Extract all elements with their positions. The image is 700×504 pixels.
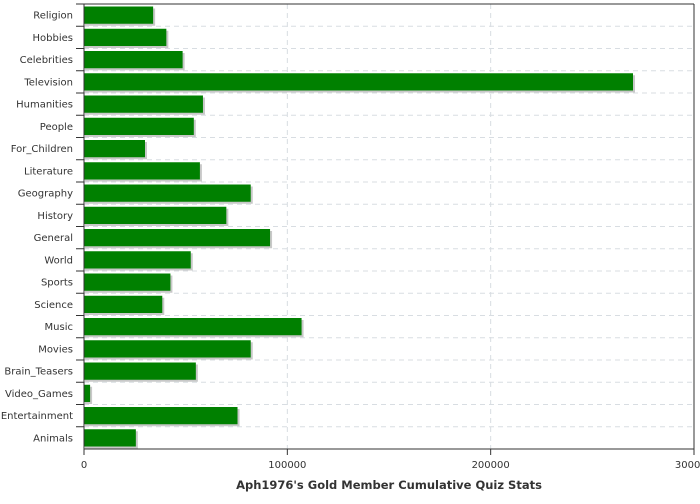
x-tick-label: 100000	[268, 460, 306, 471]
category-label: Religion	[33, 11, 73, 22]
category-label: Movies	[38, 344, 73, 355]
x-axis-label: Aph1976's Gold Member Cumulative Quiz St…	[236, 478, 542, 492]
x-tick-label: 300000	[675, 460, 700, 471]
bar-animals	[84, 429, 136, 447]
bar-sports	[84, 273, 171, 291]
category-label: Brain_Teasers	[4, 367, 73, 378]
grid	[84, 4, 694, 449]
bar-entertainment	[84, 407, 238, 425]
bar-history	[84, 206, 227, 224]
bars	[84, 6, 635, 449]
category-label: People	[40, 122, 73, 133]
bar-religion	[84, 6, 154, 24]
category-label: Literature	[24, 166, 73, 177]
bar-video_games	[84, 384, 91, 402]
category-label: Entertainment	[1, 411, 73, 422]
bar-humanities	[84, 95, 203, 113]
category-label: World	[44, 255, 73, 266]
bar-movies	[84, 340, 251, 358]
bar-brain_teasers	[84, 362, 196, 380]
category-labels: Religion Hobbies Celebrities Television Huma…	[1, 11, 73, 445]
bar-for_children	[84, 140, 145, 158]
bar-people	[84, 117, 194, 135]
category-label: Celebrities	[20, 55, 73, 66]
x-tick-label: 200000	[472, 460, 510, 471]
bar-music	[84, 318, 302, 336]
category-label: Music	[45, 322, 73, 333]
bar-world	[84, 251, 191, 269]
bar-television	[84, 73, 633, 91]
category-label: Television	[23, 77, 73, 88]
bar-literature	[84, 162, 200, 180]
bar-celebrities	[84, 51, 183, 69]
category-label: Animals	[33, 433, 73, 444]
bar-geography	[84, 184, 251, 202]
x-tick-labels: 0 100000 200000 300000	[81, 460, 700, 471]
category-label: Geography	[18, 189, 73, 200]
category-label: For_Children	[11, 144, 73, 155]
bar-science	[84, 295, 163, 313]
category-label: Science	[34, 300, 73, 311]
category-label: General	[34, 233, 73, 244]
x-tick-label: 0	[81, 460, 87, 471]
bar-general	[84, 229, 271, 247]
category-label: Humanities	[16, 100, 73, 111]
category-label: Sports	[41, 278, 73, 289]
category-label: Video_Games	[5, 389, 73, 400]
category-label: Hobbies	[33, 33, 73, 44]
axes	[76, 3, 695, 455]
bar-hobbies	[84, 28, 167, 46]
category-label: History	[37, 211, 73, 222]
